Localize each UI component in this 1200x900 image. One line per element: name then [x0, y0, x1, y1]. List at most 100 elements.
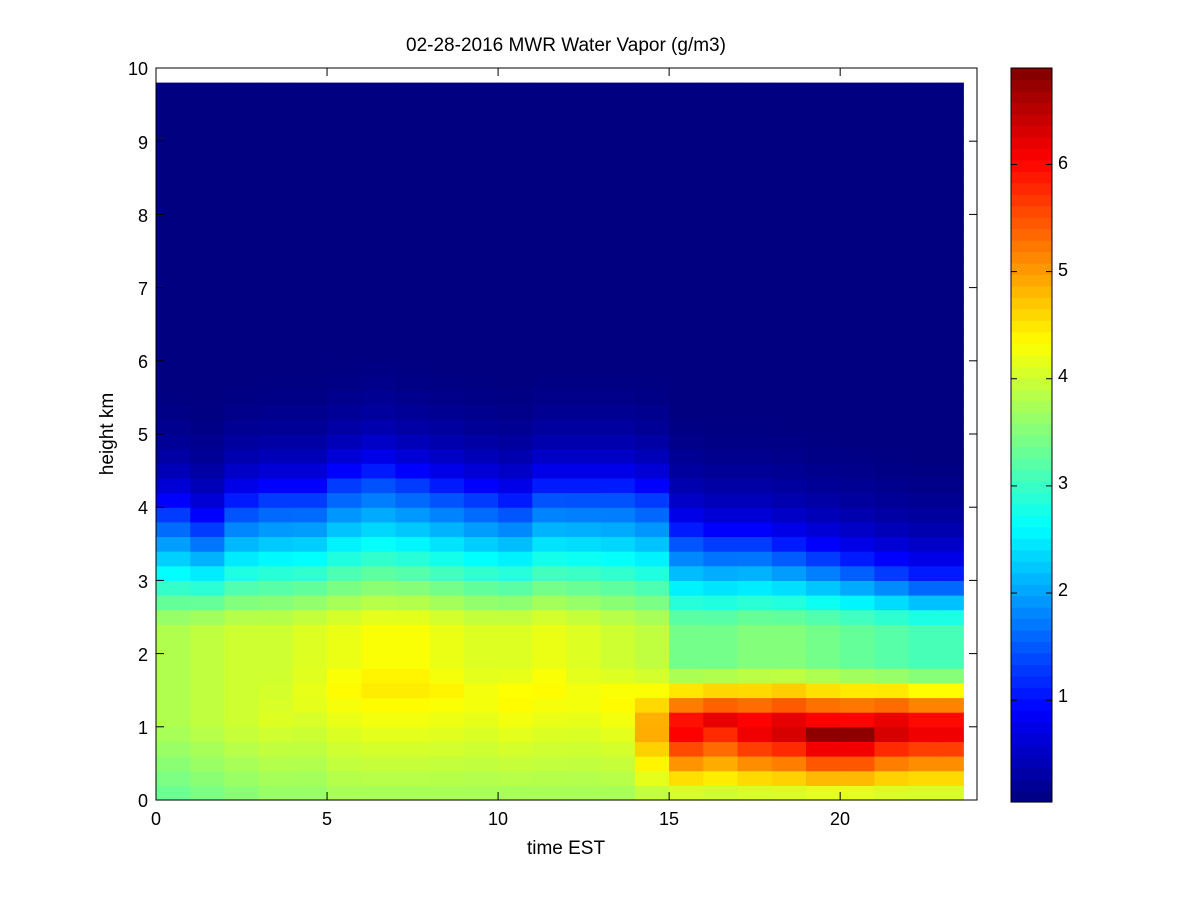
heatmap-cell — [258, 199, 294, 215]
heatmap-cell — [806, 712, 841, 728]
heatmap-cell — [771, 521, 807, 537]
heatmap-cell — [463, 477, 499, 494]
heatmap-cell — [532, 155, 568, 171]
colorbar-swatch — [1011, 90, 1052, 103]
heatmap-cell — [634, 331, 670, 347]
heatmap-cell — [874, 697, 910, 713]
heatmap-cell — [634, 243, 670, 259]
heatmap-cell — [566, 111, 602, 128]
heatmap-cell — [942, 477, 964, 494]
heatmap-cell — [634, 595, 670, 611]
heatmap-cell — [806, 463, 841, 479]
heatmap-cell — [600, 155, 636, 171]
heatmap-cell — [429, 712, 465, 728]
heatmap-cell — [771, 624, 807, 640]
heatmap-cell — [429, 287, 465, 303]
heatmap-cell — [737, 609, 773, 625]
heatmap-cell — [327, 331, 362, 347]
heatmap-cell — [463, 448, 499, 464]
heatmap-cell — [429, 477, 465, 494]
heatmap-cell — [429, 375, 465, 391]
heatmap-cell — [806, 243, 841, 259]
heatmap-cell — [190, 551, 225, 567]
heatmap-cell — [258, 595, 294, 611]
heatmap-cell — [498, 639, 533, 655]
heatmap-cell — [942, 595, 964, 611]
heatmap-cell — [224, 360, 260, 376]
heatmap-cell — [156, 477, 191, 494]
heatmap-cell — [498, 609, 533, 625]
heatmap-cell — [156, 624, 191, 640]
heatmap-cell — [840, 287, 875, 303]
heatmap-cell — [258, 346, 294, 362]
colorbar-swatch — [1011, 561, 1052, 574]
heatmap-cell — [463, 682, 499, 699]
heatmap-cell — [566, 287, 602, 303]
colorbar-swatch — [1011, 171, 1052, 184]
heatmap-cell — [566, 507, 602, 523]
heatmap-cell — [258, 609, 294, 625]
heatmap-cell — [224, 712, 260, 728]
heatmap-cell — [600, 199, 636, 215]
heatmap-cell — [908, 155, 944, 171]
heatmap-cell — [361, 214, 397, 230]
heatmap-cell — [566, 551, 602, 567]
heatmap-cell — [532, 170, 568, 186]
heatmap-cell — [292, 682, 328, 699]
heatmap-cell — [771, 404, 807, 420]
heatmap-cell — [600, 726, 636, 742]
heatmap-cell — [156, 770, 191, 786]
heatmap-cell — [634, 521, 670, 537]
heatmap-cell — [463, 595, 499, 611]
heatmap-cell — [703, 536, 739, 552]
heatmap-cell — [566, 756, 602, 772]
heatmap-cell — [634, 653, 670, 669]
colorbar-swatch — [1011, 102, 1052, 115]
heatmap-cell — [737, 565, 773, 581]
heatmap-cell — [874, 331, 910, 347]
heatmap-cell — [840, 463, 875, 479]
heatmap-cell — [806, 346, 841, 362]
heatmap-cell — [156, 126, 191, 142]
heatmap-cell — [634, 97, 670, 113]
heatmap-cell — [463, 360, 499, 376]
heatmap-cell — [395, 258, 431, 274]
heatmap-cell — [737, 653, 773, 669]
colorbar-swatch — [1011, 721, 1052, 734]
heatmap-cell — [292, 756, 328, 772]
heatmap-cell — [908, 785, 944, 801]
heatmap-cell — [566, 741, 602, 757]
heatmap-cell — [532, 199, 568, 215]
heatmap-cell — [942, 682, 964, 699]
heatmap-cell — [463, 258, 499, 274]
heatmap-cell — [634, 726, 670, 742]
colorbar-swatch — [1011, 733, 1052, 746]
heatmap-cell — [634, 346, 670, 362]
heatmap-cell — [737, 185, 773, 201]
heatmap-cell — [224, 273, 260, 289]
y-tick-label: 6 — [138, 352, 148, 372]
heatmap-cell — [737, 331, 773, 347]
heatmap-cell — [327, 565, 362, 581]
heatmap-cell — [566, 404, 602, 420]
heatmap-cell — [327, 785, 362, 801]
heatmap-cell — [292, 302, 328, 318]
heatmap-cell — [395, 126, 431, 142]
heatmap-cell — [874, 609, 910, 625]
heatmap-cell — [190, 97, 225, 113]
heatmap-cell — [361, 243, 397, 259]
heatmap-cell — [498, 82, 533, 98]
heatmap-cell — [600, 229, 636, 245]
heatmap-cell — [806, 726, 841, 742]
colorbar-swatch — [1011, 217, 1052, 230]
colorbar-swatch — [1011, 435, 1052, 448]
heatmap-cell — [327, 507, 362, 523]
heatmap-cell — [600, 551, 636, 567]
heatmap-cell — [224, 682, 260, 699]
heatmap-cell — [395, 229, 431, 245]
heatmap-cell — [669, 273, 704, 289]
heatmap-cell — [908, 97, 944, 113]
heatmap-cell — [874, 273, 910, 289]
heatmap-cell — [566, 448, 602, 464]
heatmap-cell — [908, 390, 944, 406]
